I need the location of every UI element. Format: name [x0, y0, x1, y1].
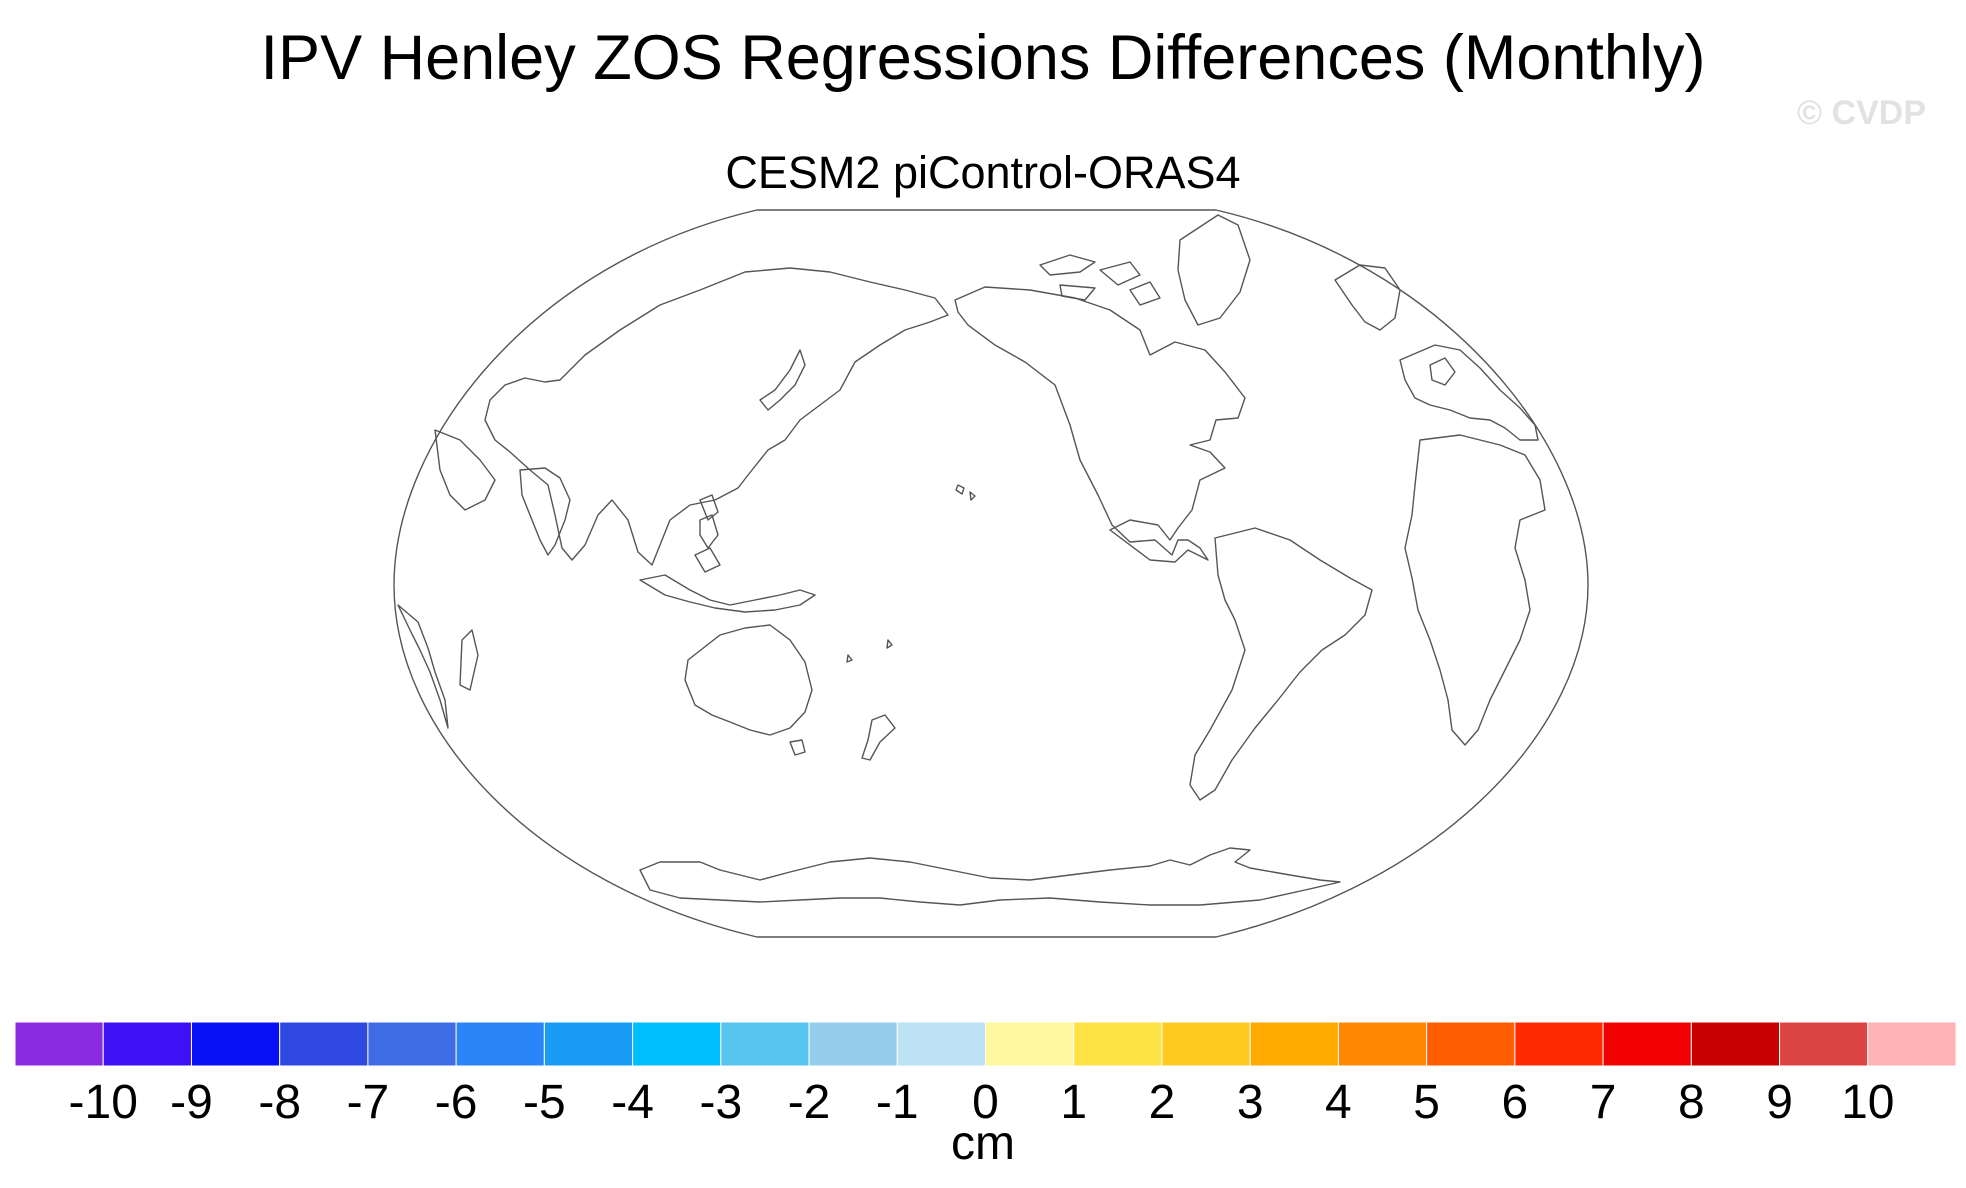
colorbar-tick-label: -7	[347, 1076, 390, 1129]
colorbar-box	[1867, 1021, 1957, 1067]
colorbar-box	[896, 1021, 986, 1067]
europe-coast	[1399, 344, 1539, 441]
colorbar-box	[720, 1021, 810, 1067]
africa-east-coast	[397, 604, 449, 729]
colorbar-box	[367, 1021, 457, 1067]
colorbar-tick-label: -9	[170, 1076, 213, 1129]
greenland-coast	[1177, 214, 1251, 326]
colorbar-box	[14, 1021, 104, 1067]
south-america-coast	[1189, 527, 1373, 801]
colorbar-box	[1690, 1021, 1781, 1067]
colorbar-tick-label: 1	[1060, 1076, 1087, 1129]
colorbar-box	[632, 1021, 722, 1067]
arctic-islands	[1039, 254, 1161, 306]
colorbar-tick-label: 3	[1237, 1076, 1264, 1129]
colorbar-box	[190, 1021, 281, 1067]
pacific-islands	[846, 484, 976, 663]
colorbar-box	[808, 1021, 898, 1067]
colorbar-box	[543, 1021, 634, 1067]
colorbar-tick-label: -4	[611, 1076, 654, 1129]
antarctica-coast	[639, 847, 1341, 906]
colorbar-box	[279, 1021, 369, 1067]
colorbar-box	[1073, 1021, 1163, 1067]
colorbar-tick-label: 6	[1502, 1076, 1529, 1129]
colorbar-tick-label: -2	[788, 1076, 831, 1129]
maritime-asia-coast	[639, 514, 816, 613]
colorbar-tick-label: 5	[1413, 1076, 1440, 1129]
australia-coast	[684, 624, 813, 736]
madagascar-coast	[459, 629, 479, 691]
colorbar-box	[1161, 1021, 1251, 1067]
map-outline	[393, 209, 1589, 938]
colorbar-tick-label: 2	[1149, 1076, 1176, 1129]
eurasia-coast	[484, 267, 949, 566]
colorbar-tick-label: 4	[1325, 1076, 1352, 1129]
figure-title: IPV Henley ZOS Regressions Differences (…	[260, 23, 1706, 93]
colorbar-units: cm	[951, 1117, 1015, 1170]
arabia-coast	[434, 429, 496, 511]
colorbar-tick-label: -10	[69, 1076, 138, 1129]
africa-coast	[1404, 434, 1546, 746]
colorbar-tick-label: 7	[1590, 1076, 1617, 1129]
british-isles-coast	[1429, 357, 1456, 386]
tasmania-coast	[789, 739, 806, 756]
map-subtitle: CESM2 piControl-ORAS4	[725, 147, 1241, 198]
colorbar-tick-label: 9	[1766, 1076, 1793, 1129]
colorbar-box	[1779, 1021, 1869, 1067]
colorbar-box	[102, 1021, 192, 1067]
colorbar-tick-label: -6	[435, 1076, 478, 1129]
colorbar-tick-label: 10	[1841, 1076, 1894, 1129]
philippines-coast	[699, 494, 719, 521]
new-zealand-coast	[861, 714, 896, 761]
colorbar-tick-label: -8	[258, 1076, 301, 1129]
colorbar-tick-label: -1	[876, 1076, 919, 1129]
colorbar-box	[1426, 1021, 1516, 1067]
colorbar-box	[985, 1021, 1075, 1067]
colorbar-box	[1602, 1021, 1692, 1067]
north-america-coast	[954, 286, 1246, 563]
colorbar-box	[455, 1021, 545, 1067]
colorbar-tick-label: 0	[972, 1076, 999, 1129]
colorbar-tick-label: 8	[1678, 1076, 1705, 1129]
colorbar-tick-label: -3	[699, 1076, 742, 1129]
scandinavia-coast	[1334, 264, 1401, 331]
colorbar-tick-label: -5	[523, 1076, 566, 1129]
world-map	[393, 209, 1589, 938]
colorbar-box	[1514, 1021, 1604, 1067]
cvdp-watermark: © CVDP	[1797, 94, 1926, 132]
india-coast	[519, 467, 571, 556]
colorbar-box	[1249, 1021, 1339, 1067]
colorbar-box	[1337, 1021, 1428, 1067]
japan-coast	[759, 349, 806, 411]
